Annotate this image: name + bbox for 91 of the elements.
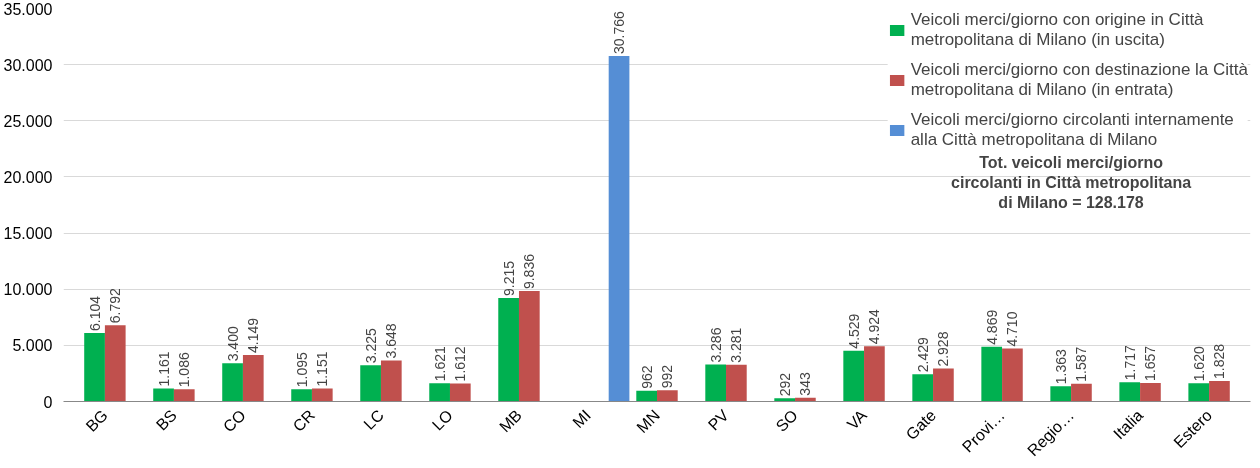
bar [981, 346, 1003, 402]
data-label: 1.587 [1073, 346, 1090, 382]
data-label: 1.657 [1142, 345, 1159, 381]
bar [518, 291, 540, 402]
bar [429, 383, 450, 402]
data-label: 2.928 [935, 331, 952, 367]
bar [1188, 383, 1210, 402]
data-label: 9.836 [521, 253, 538, 290]
bar [104, 325, 126, 402]
bar [153, 388, 174, 402]
x-tick-label: Gate [902, 406, 940, 444]
y-tick-label: 5.000 [12, 337, 53, 355]
bar [912, 374, 934, 402]
x-tick-label: BS [152, 406, 180, 434]
bar [726, 364, 747, 402]
y-tick-label: 10.000 [3, 281, 53, 299]
bar [1071, 383, 1092, 402]
bar [843, 350, 865, 402]
data-label: 6.104 [86, 295, 103, 331]
data-label: 2.429 [914, 336, 931, 373]
data-label: 4.869 [983, 309, 1000, 345]
data-label: 962 [638, 365, 655, 389]
data-label: 1.095 [293, 351, 310, 388]
x-tick-label: LO [428, 406, 456, 434]
bar [1119, 382, 1141, 402]
y-tick-label: 0 [43, 393, 53, 411]
data-label: 1.828 [1211, 343, 1228, 379]
data-label: 4.529 [845, 313, 862, 349]
data-label: 292 [776, 372, 793, 397]
y-tick-label: 30.000 [3, 56, 53, 74]
data-label: 30.766 [611, 11, 628, 55]
bar [498, 298, 519, 402]
data-label: 1.717 [1121, 344, 1138, 381]
bar [291, 389, 312, 402]
x-tick-label: PV [704, 406, 733, 434]
bar [1209, 380, 1230, 402]
data-label: 9.215 [500, 260, 517, 297]
bar [608, 56, 630, 402]
data-label: 3.225 [362, 328, 379, 364]
data-label: 3.281 [728, 327, 745, 363]
bar [705, 364, 727, 402]
data-label: 1.620 [1190, 346, 1207, 382]
data-label: 1.151 [314, 351, 331, 387]
data-label: 1.363 [1052, 348, 1069, 385]
data-label: 1.612 [452, 346, 469, 382]
bar [360, 365, 381, 402]
x-tick-label: CR [289, 406, 318, 435]
bar [864, 346, 885, 402]
bar [657, 390, 678, 402]
data-label: 1.161 [155, 351, 172, 387]
data-label: 3.400 [224, 326, 241, 362]
x-tick-label: BG [82, 406, 111, 435]
bar [933, 368, 954, 402]
data-label: 3.648 [383, 323, 400, 359]
y-tick-label: 35.000 [3, 0, 53, 18]
x-tick-label: MB [495, 406, 525, 436]
x-tick-label: SO [772, 406, 802, 435]
bar [222, 363, 243, 402]
y-tick-label: 15.000 [3, 225, 53, 243]
data-label: 3.286 [707, 327, 724, 363]
data-label: 4.149 [245, 317, 262, 353]
data-label: 4.710 [1004, 311, 1021, 347]
y-tick-label: 25.000 [3, 112, 53, 130]
data-label: 1.086 [176, 352, 193, 388]
annotation: Tot. veicoli merci/giorno circolanti in Città metropolitana di Milano = 128.178 [951, 153, 1192, 212]
bar [636, 390, 657, 402]
y-tick-label: 20.000 [3, 168, 53, 186]
data-label: 992 [659, 364, 676, 389]
x-tick-label: Italia [1110, 406, 1147, 443]
data-label: 343 [797, 372, 814, 396]
x-tick-label: CO [219, 406, 249, 436]
x-tick-label: VA [843, 406, 871, 433]
bar [449, 383, 471, 402]
bar [774, 398, 796, 402]
data-label: 6.792 [107, 287, 124, 324]
bar [1050, 386, 1072, 402]
data-label: 4.924 [866, 308, 883, 345]
bar [173, 389, 195, 402]
bar [242, 354, 264, 402]
legend-label: Veicoli merci/giorno con destinazione la Città metropolitana di Milano (in entrata) [910, 60, 1248, 100]
bar [84, 332, 105, 402]
x-tick-label: MI [569, 406, 594, 432]
legend-label: Veicoli merci/giorno circolanti internamente alla Città metropolitana di Milano [910, 110, 1234, 150]
legend-label: Veicoli merci/giorno con origine in Città metropolitana di Milano (in uscita) [910, 10, 1204, 50]
bar [1140, 382, 1161, 402]
x-tick-label: MN [633, 406, 664, 437]
data-label: 1.621 [431, 346, 448, 382]
x-tick-label: LC [360, 406, 387, 433]
bar [1002, 348, 1023, 402]
bar [380, 360, 402, 402]
bar [311, 388, 333, 402]
